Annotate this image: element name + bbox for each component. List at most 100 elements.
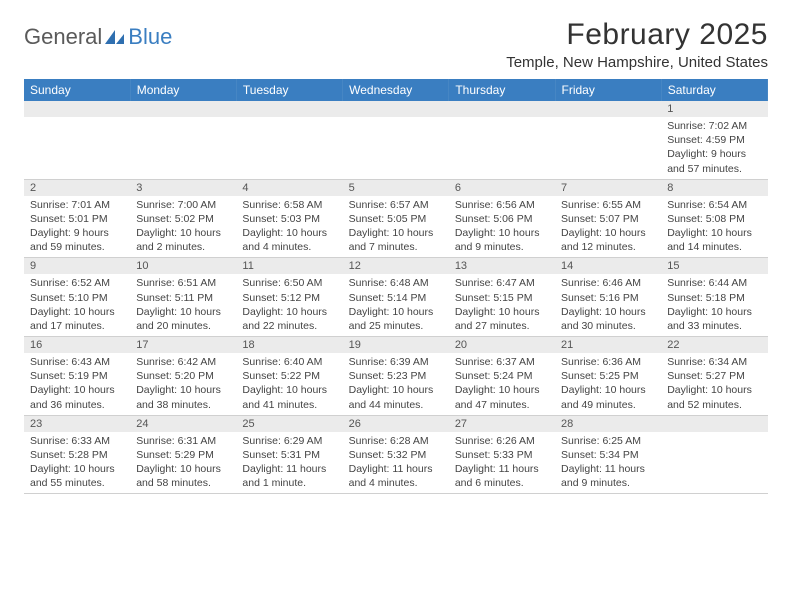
detail-line: Daylight: 10 hours [136, 462, 230, 476]
detail-line: and 4 minutes. [349, 476, 443, 490]
details-cell [236, 117, 342, 179]
detail-line: and 33 minutes. [667, 319, 761, 333]
detail-line: Sunset: 5:29 PM [136, 448, 230, 462]
daynum-cell: 5 [343, 179, 449, 196]
detail-line: Sunrise: 6:58 AM [242, 198, 336, 212]
detail-line: Sunrise: 6:26 AM [455, 434, 549, 448]
detail-line: and 55 minutes. [30, 476, 124, 490]
daynum-cell: 15 [661, 258, 767, 275]
details-cell: Sunrise: 6:52 AMSunset: 5:10 PMDaylight:… [24, 274, 130, 336]
detail-line: Sunrise: 6:37 AM [455, 355, 549, 369]
detail-line: and 9 minutes. [455, 240, 549, 254]
details-cell: Sunrise: 6:54 AMSunset: 5:08 PMDaylight:… [661, 196, 767, 258]
daynum-cell: 21 [555, 337, 661, 354]
detail-line: and 17 minutes. [30, 319, 124, 333]
detail-line: Sunset: 5:02 PM [136, 212, 230, 226]
details-cell: Sunrise: 6:39 AMSunset: 5:23 PMDaylight:… [343, 353, 449, 415]
daynum-cell: 10 [130, 258, 236, 275]
details-cell: Sunrise: 6:48 AMSunset: 5:14 PMDaylight:… [343, 274, 449, 336]
detail-line: Daylight: 10 hours [455, 305, 549, 319]
detail-line: Sunset: 5:16 PM [561, 291, 655, 305]
details-cell [24, 117, 130, 179]
detail-line: Sunset: 5:23 PM [349, 369, 443, 383]
daynum-cell: 23 [24, 415, 130, 432]
detail-line: Sunrise: 7:02 AM [667, 119, 761, 133]
details-cell [343, 117, 449, 179]
daynum-cell [343, 101, 449, 117]
details-cell [661, 432, 767, 494]
detail-line: Daylight: 10 hours [667, 383, 761, 397]
daynum-cell [130, 101, 236, 117]
details-cell: Sunrise: 6:25 AMSunset: 5:34 PMDaylight:… [555, 432, 661, 494]
details-cell: Sunrise: 6:34 AMSunset: 5:27 PMDaylight:… [661, 353, 767, 415]
detail-line: Daylight: 10 hours [30, 462, 124, 476]
detail-line: and 44 minutes. [349, 398, 443, 412]
logo-text-blue: Blue [128, 24, 172, 50]
detail-line: and 14 minutes. [667, 240, 761, 254]
daynum-cell: 17 [130, 337, 236, 354]
detail-line: Sunset: 5:12 PM [242, 291, 336, 305]
daynum-cell: 22 [661, 337, 767, 354]
daynum-cell: 13 [449, 258, 555, 275]
day-header-cell: Monday [130, 79, 236, 101]
detail-line: Sunset: 5:31 PM [242, 448, 336, 462]
detail-line: Sunrise: 6:51 AM [136, 276, 230, 290]
detail-line: Daylight: 10 hours [561, 383, 655, 397]
day-header-cell: Saturday [661, 79, 767, 101]
daynum-cell [236, 101, 342, 117]
detail-line: Daylight: 10 hours [667, 305, 761, 319]
details-row: Sunrise: 6:52 AMSunset: 5:10 PMDaylight:… [24, 274, 768, 336]
detail-line: and 20 minutes. [136, 319, 230, 333]
detail-line: and 57 minutes. [667, 162, 761, 176]
daynum-cell: 3 [130, 179, 236, 196]
daynum-cell [449, 101, 555, 117]
daynum-cell: 11 [236, 258, 342, 275]
detail-line: Sunrise: 6:50 AM [242, 276, 336, 290]
details-cell [449, 117, 555, 179]
logo-sail-icon [104, 29, 126, 45]
detail-line: Daylight: 11 hours [349, 462, 443, 476]
detail-line: Sunset: 5:08 PM [667, 212, 761, 226]
detail-line: Sunset: 5:25 PM [561, 369, 655, 383]
detail-line: Daylight: 10 hours [561, 226, 655, 240]
daynum-cell [555, 101, 661, 117]
details-cell: Sunrise: 6:58 AMSunset: 5:03 PMDaylight:… [236, 196, 342, 258]
detail-line: and 9 minutes. [561, 476, 655, 490]
detail-line: Daylight: 9 hours [667, 147, 761, 161]
logo-text-general: General [24, 24, 102, 50]
details-cell: Sunrise: 6:46 AMSunset: 5:16 PMDaylight:… [555, 274, 661, 336]
detail-line: and 7 minutes. [349, 240, 443, 254]
detail-line: Sunrise: 6:36 AM [561, 355, 655, 369]
calendar-table: Sunday Monday Tuesday Wednesday Thursday… [24, 79, 768, 494]
detail-line: Sunset: 5:01 PM [30, 212, 124, 226]
details-cell: Sunrise: 6:55 AMSunset: 5:07 PMDaylight:… [555, 196, 661, 258]
detail-line: Daylight: 10 hours [242, 305, 336, 319]
day-header-cell: Tuesday [236, 79, 342, 101]
details-cell: Sunrise: 6:29 AMSunset: 5:31 PMDaylight:… [236, 432, 342, 494]
details-cell: Sunrise: 7:02 AMSunset: 4:59 PMDaylight:… [661, 117, 767, 179]
detail-line: Sunset: 5:14 PM [349, 291, 443, 305]
detail-line: Sunrise: 6:39 AM [349, 355, 443, 369]
details-row: Sunrise: 7:01 AMSunset: 5:01 PMDaylight:… [24, 196, 768, 258]
detail-line: Daylight: 10 hours [30, 305, 124, 319]
details-cell: Sunrise: 6:42 AMSunset: 5:20 PMDaylight:… [130, 353, 236, 415]
daynum-cell: 14 [555, 258, 661, 275]
detail-line: and 47 minutes. [455, 398, 549, 412]
daynum-cell: 2 [24, 179, 130, 196]
detail-line: Daylight: 10 hours [136, 226, 230, 240]
detail-line: Sunrise: 6:47 AM [455, 276, 549, 290]
detail-line: and 58 minutes. [136, 476, 230, 490]
daynum-cell: 9 [24, 258, 130, 275]
detail-line: and 41 minutes. [242, 398, 336, 412]
daynum-row: 232425262728 [24, 415, 768, 432]
detail-line: Sunrise: 6:48 AM [349, 276, 443, 290]
daynum-row: 2345678 [24, 179, 768, 196]
detail-line: and 52 minutes. [667, 398, 761, 412]
details-cell: Sunrise: 6:51 AMSunset: 5:11 PMDaylight:… [130, 274, 236, 336]
detail-line: Sunset: 5:05 PM [349, 212, 443, 226]
detail-line: Sunset: 5:15 PM [455, 291, 549, 305]
daynum-cell: 12 [343, 258, 449, 275]
day-header-cell: Sunday [24, 79, 130, 101]
detail-line: and 6 minutes. [455, 476, 549, 490]
detail-line: Sunrise: 6:52 AM [30, 276, 124, 290]
